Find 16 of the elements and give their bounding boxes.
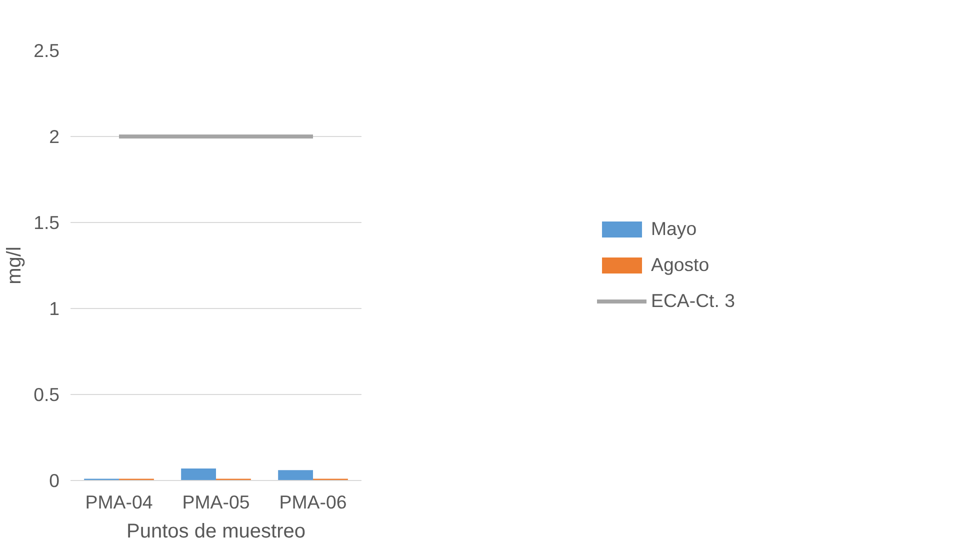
x-tick-label: PMA-06 — [279, 492, 347, 512]
y-tick-label: 0 — [49, 470, 60, 491]
bar — [181, 468, 216, 480]
y-tick-label: 0.5 — [34, 384, 60, 405]
bar — [278, 470, 313, 480]
y-tick-label: 1 — [49, 298, 60, 319]
y-tick-label: 2.5 — [34, 40, 60, 61]
legend-label: Mayo — [651, 218, 697, 240]
y-axis-title: mg/l — [4, 246, 26, 284]
y-tick-label: 1.5 — [34, 212, 60, 233]
y-tick-label: 2 — [49, 126, 60, 147]
x-tick-label: PMA-04 — [85, 492, 153, 512]
x-axis-title: Puntos de muestreo — [126, 520, 306, 542]
x-tick-label: PMA-05 — [182, 492, 250, 512]
legend-label: ECA-Ct. 3 — [651, 290, 735, 312]
legend-label: Agosto — [651, 254, 710, 276]
